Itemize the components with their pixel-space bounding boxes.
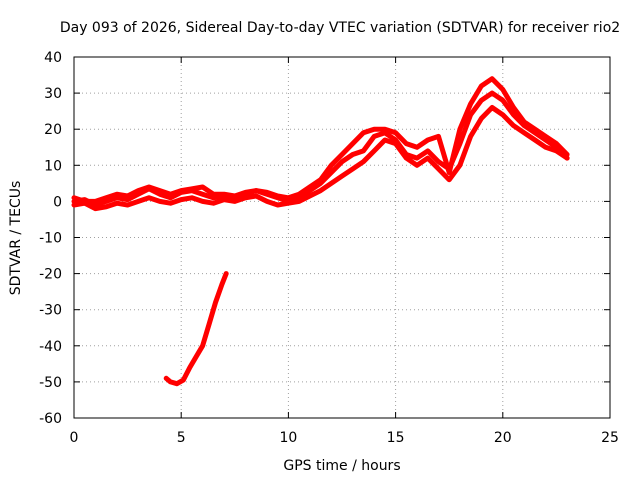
x-tick-label: 5	[177, 430, 186, 446]
y-tick-label: 0	[53, 194, 62, 210]
y-tick-label: -10	[39, 231, 62, 247]
y-tick-label: 20	[44, 122, 62, 138]
x-axis-label: GPS time / hours	[283, 458, 400, 474]
y-tick-label: 40	[44, 50, 62, 66]
y-tick-label: -20	[39, 267, 62, 283]
series-layer	[71, 76, 570, 387]
y-tick-label: 30	[44, 86, 62, 102]
y-tick-label: 10	[44, 158, 62, 174]
series-line-main-band-c	[71, 76, 570, 204]
y-tick-label: -40	[39, 339, 62, 355]
y-tick-label: -60	[39, 411, 62, 427]
series-line-main-band-b	[71, 105, 570, 212]
x-tick-label: 0	[70, 430, 79, 446]
grid	[74, 57, 610, 418]
x-tick-label: 25	[601, 430, 619, 446]
y-tick-label: -50	[39, 375, 62, 391]
y-axis-label: SDTVAR / TECUs	[8, 181, 24, 296]
series-line-negative-segment	[163, 271, 229, 387]
axis-ticks: 0 5 10 15 20 25 -60 -50 -40 -30 -20 -10 0 10 20 30 40	[39, 50, 619, 446]
x-tick-label: 10	[279, 430, 297, 446]
x-tick-label: 15	[387, 430, 405, 446]
chart-title: Day 093 of 2026, Sidereal Day-to-day VTE…	[60, 20, 620, 36]
series-line-main-band-a	[71, 90, 570, 208]
y-tick-label: -30	[39, 303, 62, 319]
x-tick-label: 20	[494, 430, 512, 446]
